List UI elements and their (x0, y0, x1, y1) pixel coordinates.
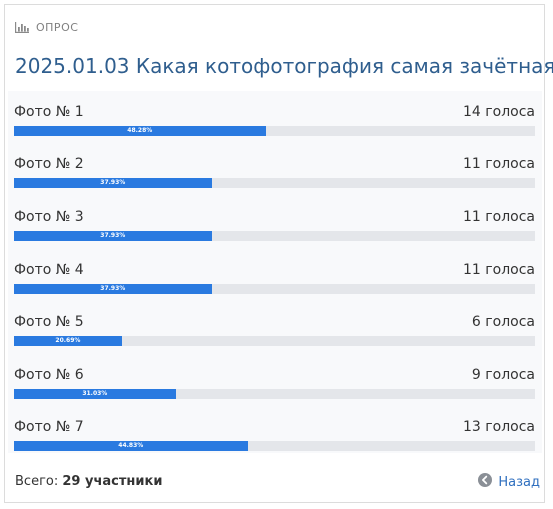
option-votes: 11 голоса (463, 262, 535, 278)
progress-track: 37.93% (14, 284, 535, 294)
total-value: 29 участники (62, 474, 163, 489)
poll-option: Фото № 1 14 голоса 48.28% (14, 103, 535, 143)
progress-track: 44.83% (14, 441, 535, 451)
back-label: Назад (498, 474, 540, 490)
poll-option: Фото № 6 9 голоса 31.03% (14, 366, 535, 406)
poll-option: Фото № 2 11 голоса 37.93% (14, 155, 535, 195)
progress-fill: 37.93% (14, 284, 212, 294)
arrow-left-circle-icon (478, 473, 493, 491)
back-link[interactable]: Назад (478, 473, 540, 491)
option-label: Фото № 6 (14, 367, 84, 383)
poll-option: Фото № 3 11 голоса 37.93% (14, 208, 535, 248)
progress-track: 37.93% (14, 178, 535, 188)
percent-label: 20.69% (55, 337, 81, 344)
poll-results: Фото № 1 14 голоса 48.28% Фото № 2 11 го… (8, 91, 542, 453)
option-label: Фото № 3 (14, 209, 84, 225)
progress-track: 48.28% (14, 126, 535, 136)
poll-option: Фото № 7 13 голоса 44.83% (14, 418, 535, 458)
option-label: Фото № 5 (14, 314, 84, 330)
percent-label: 37.93% (100, 232, 126, 239)
progress-fill: 48.28% (14, 126, 266, 136)
option-votes: 14 голоса (463, 104, 535, 120)
option-votes: 6 голоса (471, 314, 535, 330)
poll-option: Фото № 4 11 голоса 37.93% (14, 261, 535, 301)
percent-label: 37.93% (100, 285, 126, 292)
poll-option: Фото № 5 6 голоса 20.69% (14, 313, 535, 353)
total-participants: Всего: 29 участники (15, 474, 162, 489)
poll-widget: ОПРОС 2025.01.03 Какая котофотография са… (4, 4, 553, 503)
progress-fill: 37.93% (14, 231, 212, 241)
bar-chart-icon (15, 21, 29, 33)
progress-track: 31.03% (14, 389, 535, 399)
percent-label: 48.28% (127, 127, 153, 134)
progress-track: 37.93% (14, 231, 535, 241)
option-label: Фото № 7 (14, 419, 84, 435)
progress-fill: 31.03% (14, 389, 176, 399)
progress-track: 20.69% (14, 336, 535, 346)
option-label: Фото № 2 (14, 156, 84, 172)
percent-label: 37.93% (100, 179, 126, 186)
poll-footer: Всего: 29 участники Назад (15, 473, 540, 493)
progress-fill: 20.69% (14, 336, 122, 346)
poll-header: ОПРОС (15, 19, 78, 35)
option-votes: 9 голоса (471, 367, 535, 383)
progress-fill: 44.83% (14, 441, 248, 451)
poll-title: 2025.01.03 Какая котофотография самая за… (15, 54, 553, 78)
section-label: ОПРОС (36, 20, 79, 34)
option-label: Фото № 1 (14, 104, 84, 120)
progress-fill: 37.93% (14, 178, 212, 188)
option-label: Фото № 4 (14, 262, 84, 278)
option-votes: 13 голоса (463, 419, 535, 435)
percent-label: 31.03% (82, 390, 108, 397)
total-prefix: Всего: (15, 474, 59, 489)
option-votes: 11 голоса (463, 156, 535, 172)
option-votes: 11 голоса (463, 209, 535, 225)
percent-label: 44.83% (118, 442, 144, 449)
